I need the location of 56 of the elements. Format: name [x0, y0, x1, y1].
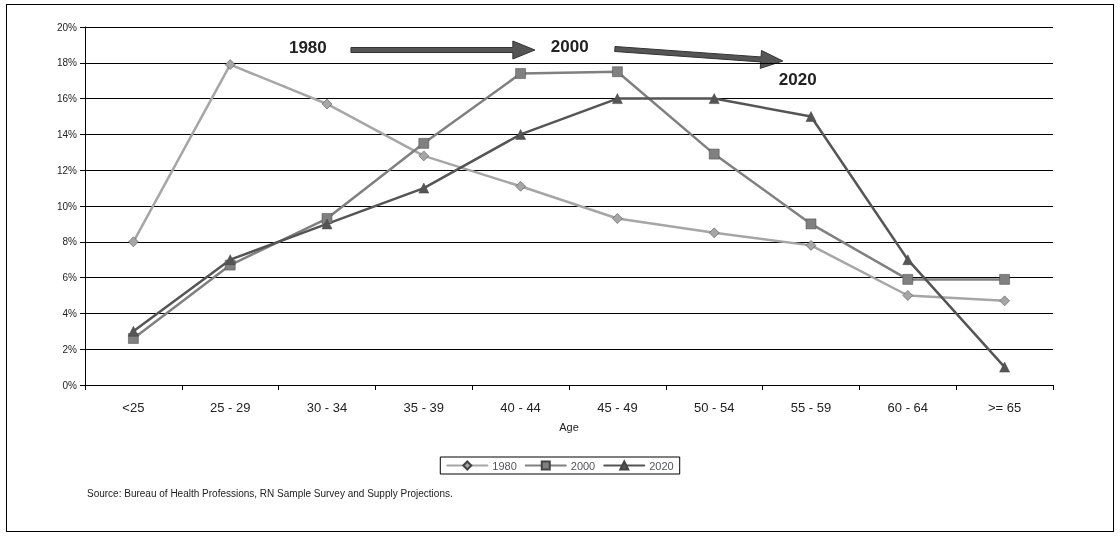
y-tick-label: 4%: [62, 307, 78, 319]
point: [224, 254, 236, 265]
y-tick-label: 18%: [56, 57, 78, 69]
point: [999, 274, 1010, 285]
x-axis-title: Age: [559, 420, 579, 433]
point: [708, 148, 720, 160]
point: [418, 150, 430, 162]
point: [321, 98, 333, 110]
y-tick-label: 0%: [62, 379, 78, 391]
legend-label: 1980: [492, 459, 517, 472]
y-tick-label: 16%: [56, 93, 78, 105]
x-tick-label: 45 - 49: [597, 400, 638, 415]
point: [515, 129, 526, 140]
legend-label: 2020: [649, 459, 674, 472]
point: [708, 93, 720, 104]
point: [999, 295, 1010, 307]
point: [515, 181, 526, 192]
y-tick-label: 10%: [56, 200, 78, 212]
y-tick-label: 8%: [62, 236, 78, 248]
point: [128, 326, 139, 337]
source-note: Source: Bureau of Health Professions, RN Sample Survey and Supply Projections.: [87, 487, 453, 499]
x-tick-label: 25 - 29: [209, 400, 251, 415]
x-tick-label: 30 - 34: [306, 400, 348, 415]
point: [805, 218, 817, 230]
x-tick-label: <25: [122, 400, 145, 415]
point: [999, 361, 1010, 373]
point: [612, 213, 623, 224]
x-tick-label: 40 - 44: [500, 400, 541, 415]
point: [612, 93, 623, 104]
point: [418, 138, 430, 149]
point: [902, 290, 914, 301]
x-tick-label: 60 - 64: [887, 400, 929, 415]
point: [708, 227, 720, 239]
point: [902, 274, 914, 285]
point: [321, 218, 333, 230]
point: [128, 236, 139, 248]
point: [515, 68, 526, 79]
point: [612, 66, 623, 77]
x-tick-label: 35 - 39: [403, 400, 445, 415]
x-tick-label: 55 - 59: [790, 400, 832, 415]
point: [805, 240, 817, 251]
x-tick-label: >= 65: [987, 400, 1022, 415]
x-tick-label: 50 - 54: [693, 400, 735, 415]
annotation: 2020: [778, 70, 817, 89]
point: [418, 182, 430, 194]
y-tick-label: 6%: [62, 272, 78, 284]
annotation: 2000: [550, 37, 589, 56]
y-tick-label: 14%: [56, 128, 78, 140]
annotation: 1980: [288, 38, 327, 57]
point: [805, 111, 817, 122]
point: [224, 59, 236, 70]
y-tick-label: 20%: [56, 21, 78, 33]
y-tick-label: 12%: [56, 164, 78, 176]
y-tick-label: 2%: [62, 343, 78, 355]
legend-label: 2000: [570, 459, 596, 472]
point: [902, 254, 914, 265]
